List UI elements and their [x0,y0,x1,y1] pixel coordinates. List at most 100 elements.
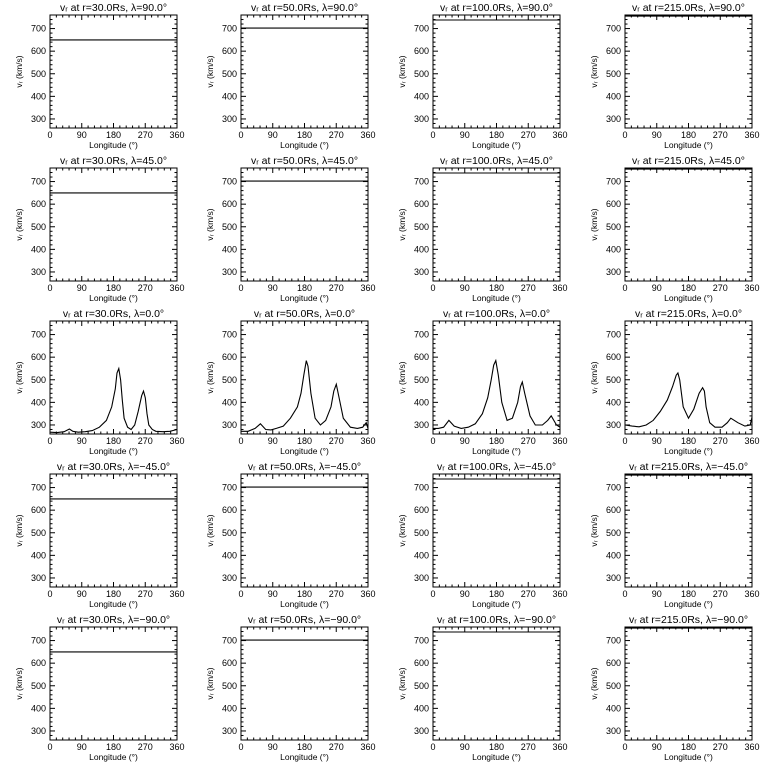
x-tick-label: 360 [169,589,184,599]
x-tick-label: 360 [552,436,567,446]
x-tick-label: 270 [521,283,536,293]
x-tick-label: 0 [622,589,627,599]
panel-3: vᵣ at r=100.0Rs, λ=90.0° 0 90 180 270 360 300 4… [397,2,568,150]
x-tick-label: 180 [106,130,121,140]
plot-frame [240,320,369,435]
x-tick-label: 360 [169,436,184,446]
x-tick-label: 90 [460,589,470,599]
y-tick-label: 500 [414,681,429,691]
y-axis-label: vᵣ (km/s) [14,361,24,393]
y-tick-label: 700 [414,177,429,187]
x-tick-label: 180 [489,283,504,293]
x-tick-label: 360 [169,130,184,140]
plot-frame [49,320,178,435]
velocity-series-line [241,360,369,432]
x-tick-label: 270 [521,589,536,599]
y-tick-label: 700 [606,483,621,493]
y-tick-label: 300 [606,267,621,277]
x-tick-label: 360 [552,130,567,140]
x-tick-label: 90 [77,130,87,140]
x-tick-label: 270 [138,589,153,599]
panel-title: vᵣ at r=50.0Rs, λ=45.0° [251,155,358,167]
y-tick-label: 400 [31,397,46,407]
y-tick-label: 300 [606,726,621,736]
y-tick-label: 300 [31,573,46,583]
panel-7: vᵣ at r=100.0Rs, λ=45.0° 0 90 180 270 360 300 4… [397,155,568,303]
panel-5: vᵣ at r=30.0Rs, λ=45.0° 0 90 180 270 360 300 40… [14,155,185,303]
panel-6: vᵣ at r=50.0Rs, λ=45.0° 0 90 180 270 360 300 40… [205,155,376,303]
y-tick-label: 500 [606,375,621,385]
x-axis-label: Longitude (°) [664,599,713,609]
x-tick-label: 270 [138,283,153,293]
x-tick-label: 360 [744,436,759,446]
plot-frame [432,473,561,588]
x-tick-label: 270 [329,130,344,140]
panel-12: vᵣ at r=215.0Rs, λ=0.0° 0 90 180 270 360 300 40… [589,308,760,456]
x-tick-label: 90 [268,589,278,599]
x-tick-label: 270 [713,589,728,599]
y-tick-label: 700 [31,483,46,493]
x-axis-label: Longitude (°) [664,446,713,456]
y-tick-label: 400 [414,703,429,713]
x-axis-label: Longitude (°) [280,446,329,456]
x-tick-label: 90 [77,589,87,599]
y-tick-label: 300 [414,267,429,277]
y-tick-label: 700 [606,24,621,34]
x-tick-label: 360 [552,742,567,752]
y-tick-label: 700 [222,330,237,340]
x-tick-label: 270 [521,742,536,752]
x-tick-label: 0 [47,742,52,752]
x-axis-label: Longitude (°) [664,140,713,150]
panel-title: vᵣ at r=50.0Rs, λ=90.0° [251,2,358,14]
x-axis-label: Longitude (°) [89,599,138,609]
x-axis-label: Longitude (°) [280,752,329,762]
x-tick-label: 0 [238,589,243,599]
x-tick-label: 90 [77,436,87,446]
panel-title: vᵣ at r=215.0Rs, λ=−90.0° [629,614,748,626]
y-tick-label: 500 [606,681,621,691]
x-axis-label: Longitude (°) [280,599,329,609]
x-tick-label: 360 [360,283,375,293]
y-tick-label: 500 [222,69,237,79]
y-tick-label: 500 [414,69,429,79]
panel-4: vᵣ at r=215.0Rs, λ=90.0° 0 90 180 270 360 300 4… [589,2,760,150]
x-axis-label: Longitude (°) [472,599,521,609]
x-tick-label: 90 [652,589,662,599]
y-tick-label: 400 [222,703,237,713]
x-tick-label: 0 [238,436,243,446]
y-axis-label: vᵣ (km/s) [14,667,24,699]
y-tick-label: 500 [31,69,46,79]
y-axis-label: vᵣ (km/s) [589,667,599,699]
y-tick-label: 400 [606,703,621,713]
x-tick-label: 360 [744,589,759,599]
x-tick-label: 270 [713,130,728,140]
panel-11: vᵣ at r=100.0Rs, λ=0.0° 0 90 180 270 360 300 40… [397,308,568,456]
y-axis-label: vᵣ (km/s) [205,361,215,393]
panel-title: vᵣ at r=30.0Rs, λ=90.0° [60,2,167,14]
y-tick-label: 400 [222,550,237,560]
x-tick-label: 360 [169,742,184,752]
x-tick-label: 90 [652,130,662,140]
plot-frame [240,626,369,741]
y-tick-label: 400 [414,244,429,254]
x-tick-label: 0 [622,283,627,293]
x-axis-label: Longitude (°) [280,293,329,303]
x-tick-label: 180 [489,436,504,446]
panel-title: vᵣ at r=100.0Rs, λ=−45.0° [437,461,556,473]
plot-frame [624,14,753,129]
y-tick-label: 300 [606,114,621,124]
y-tick-label: 400 [31,703,46,713]
y-tick-label: 600 [414,199,429,209]
panel-14: vᵣ at r=50.0Rs, λ=−45.0° 0 90 180 270 360 300 4… [205,461,376,609]
y-tick-label: 300 [222,267,237,277]
y-tick-label: 500 [31,222,46,232]
x-tick-label: 180 [106,283,121,293]
y-axis-label: vᵣ (km/s) [589,514,599,546]
y-tick-label: 700 [222,636,237,646]
panel-title: vᵣ at r=50.0Rs, λ=−90.0° [248,614,361,626]
x-tick-label: 180 [106,589,121,599]
panel-title: vᵣ at r=215.0Rs, λ=90.0° [632,2,745,14]
panel-16: vᵣ at r=215.0Rs, λ=−45.0° 0 90 180 270 360 300… [589,461,760,609]
y-tick-label: 500 [414,222,429,232]
y-axis-label: vᵣ (km/s) [589,208,599,240]
